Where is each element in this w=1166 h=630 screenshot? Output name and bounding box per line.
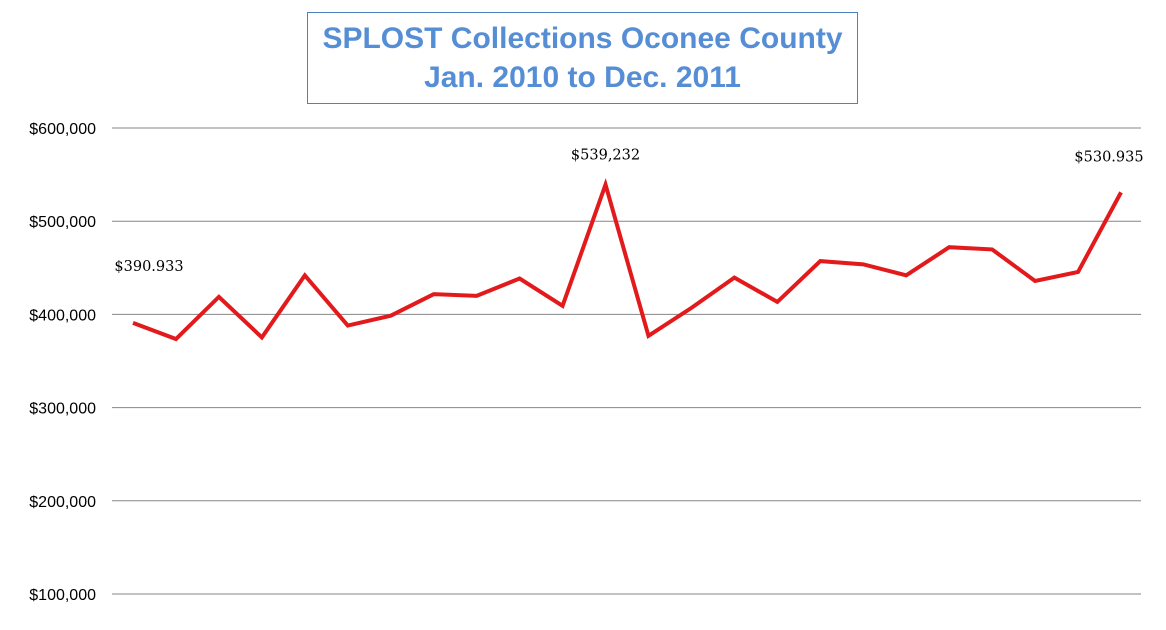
chart-title: SPLOST Collections Oconee County Jan. 20…: [307, 12, 858, 104]
y-tick-label: $500,000: [29, 214, 96, 231]
gridlines: [112, 127, 1141, 595]
y-tick-label: $100,000: [29, 587, 96, 604]
y-axis-labels: $600,000 $500,000 $400,000 $300,000 $200,000…: [29, 121, 96, 604]
series-line: [132, 178, 1123, 342]
data-label: $530.935: [1074, 149, 1143, 165]
data-label: $390.933: [114, 259, 183, 275]
series-line-path: [132, 178, 1123, 342]
chart-title-line-1: SPLOST Collections Oconee County: [322, 22, 843, 55]
y-tick-label: $600,000: [29, 121, 96, 138]
data-label: $539,232: [571, 148, 640, 164]
data-labels: $390.933 $539,232 $530.935: [114, 148, 1143, 275]
y-tick-label: $300,000: [29, 401, 96, 418]
y-tick-label: $200,000: [29, 494, 96, 511]
chart-title-line-2: Jan. 2010 to Dec. 2011: [424, 61, 741, 94]
y-tick-label: $400,000: [29, 307, 96, 324]
